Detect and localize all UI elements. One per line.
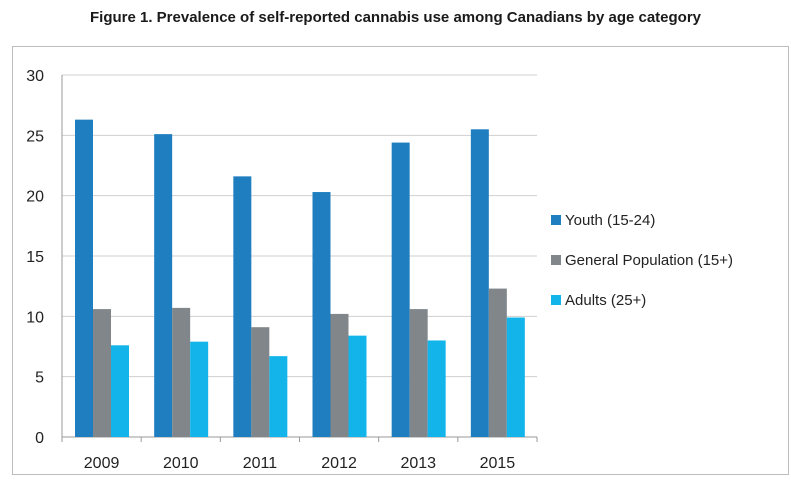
x-axis: 2009 2010 2011 2012 2013 2015 (61, 437, 538, 472)
bar-2010-1 (172, 307, 191, 437)
y-tick-label: 20 (26, 189, 44, 206)
bar-2013-2 (427, 340, 446, 437)
y-tick-label: 30 (26, 68, 44, 85)
bar-2009-0 (75, 119, 93, 437)
y-tick-label: 5 (35, 370, 44, 387)
legend-label: Adults (25+) (565, 292, 646, 309)
bar-2013-1 (409, 309, 428, 437)
x-tick-label: 2010 (163, 455, 199, 472)
bar-2009-1 (93, 309, 111, 437)
legend-swatch (551, 215, 561, 225)
legend-label: General Population (15+) (565, 252, 733, 269)
y-tick-label: 10 (26, 309, 44, 326)
legend-swatch (551, 295, 561, 305)
bar-2010-2 (190, 341, 209, 437)
bar-2011-2 (269, 356, 288, 437)
legend-label: Youth (15-24) (565, 212, 655, 229)
bars (75, 119, 525, 438)
x-tick-label: 2011 (243, 455, 278, 472)
x-tick-label: 2009 (84, 455, 120, 472)
legend-swatch (551, 255, 561, 265)
bar-2012-0 (312, 192, 331, 437)
legend: Youth (15-24) General Population (15+) Adu… (551, 212, 733, 309)
y-axis-ticks: 0 5 10 15 20 25 30 (26, 68, 44, 447)
bar-2015-1 (488, 288, 507, 437)
bar-2012-2 (348, 335, 367, 437)
bar-2011-1 (251, 327, 270, 437)
bar-2012-1 (330, 313, 349, 437)
chart-frame (12, 46, 789, 475)
x-tick-label: 2015 (480, 455, 516, 472)
bar-2009-2 (111, 345, 129, 437)
bar-2011-0 (233, 176, 252, 438)
bar-2013-0 (391, 142, 410, 437)
x-tick-label: 2012 (321, 455, 357, 472)
bar-2010-0 (154, 134, 173, 438)
y-tick-label: 25 (26, 128, 44, 145)
y-tick-label: 0 (35, 430, 44, 447)
gridlines (61, 74, 537, 438)
bar-2015-0 (470, 129, 489, 438)
y-tick-label: 15 (26, 249, 44, 266)
bar-2015-2 (506, 317, 525, 437)
chart-title: Figure 1. Prevalence of self-reported ca… (89, 9, 702, 26)
x-tick-label: 2013 (400, 455, 436, 472)
